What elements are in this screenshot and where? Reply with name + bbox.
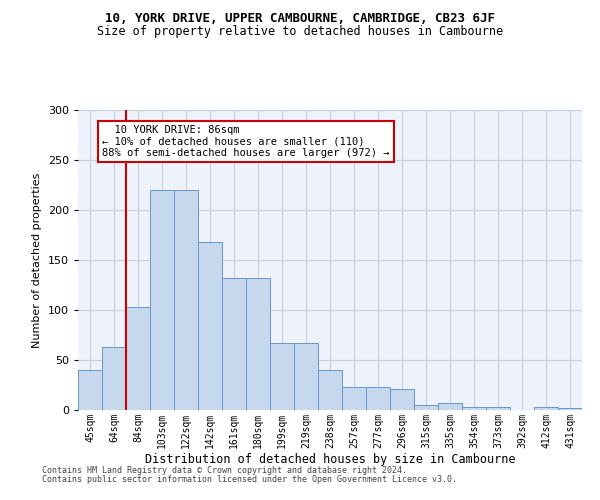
Text: Size of property relative to detached houses in Cambourne: Size of property relative to detached ho…	[97, 25, 503, 38]
Bar	[486, 407, 510, 410]
Bar	[78, 370, 102, 410]
Bar	[318, 370, 342, 410]
Text: Distribution of detached houses by size in Cambourne: Distribution of detached houses by size …	[145, 452, 515, 466]
Bar	[198, 242, 222, 410]
Y-axis label: Number of detached properties: Number of detached properties	[32, 172, 42, 348]
Bar	[558, 408, 582, 410]
Bar	[222, 278, 246, 410]
Bar	[270, 343, 294, 410]
Bar	[126, 307, 150, 410]
Bar	[534, 407, 558, 410]
Bar	[150, 190, 174, 410]
Bar	[438, 403, 462, 410]
Bar	[462, 407, 486, 410]
Text: 10, YORK DRIVE, UPPER CAMBOURNE, CAMBRIDGE, CB23 6JF: 10, YORK DRIVE, UPPER CAMBOURNE, CAMBRID…	[105, 12, 495, 26]
Bar	[174, 190, 198, 410]
Bar	[246, 278, 270, 410]
Text: Contains public sector information licensed under the Open Government Licence v3: Contains public sector information licen…	[42, 475, 457, 484]
Bar	[414, 405, 438, 410]
Text: 10 YORK DRIVE: 86sqm
← 10% of detached houses are smaller (110)
88% of semi-deta: 10 YORK DRIVE: 86sqm ← 10% of detached h…	[102, 125, 389, 158]
Bar	[342, 387, 366, 410]
Bar	[102, 347, 126, 410]
Bar	[390, 389, 414, 410]
Bar	[366, 387, 390, 410]
Text: Contains HM Land Registry data © Crown copyright and database right 2024.: Contains HM Land Registry data © Crown c…	[42, 466, 407, 475]
Bar	[294, 343, 318, 410]
